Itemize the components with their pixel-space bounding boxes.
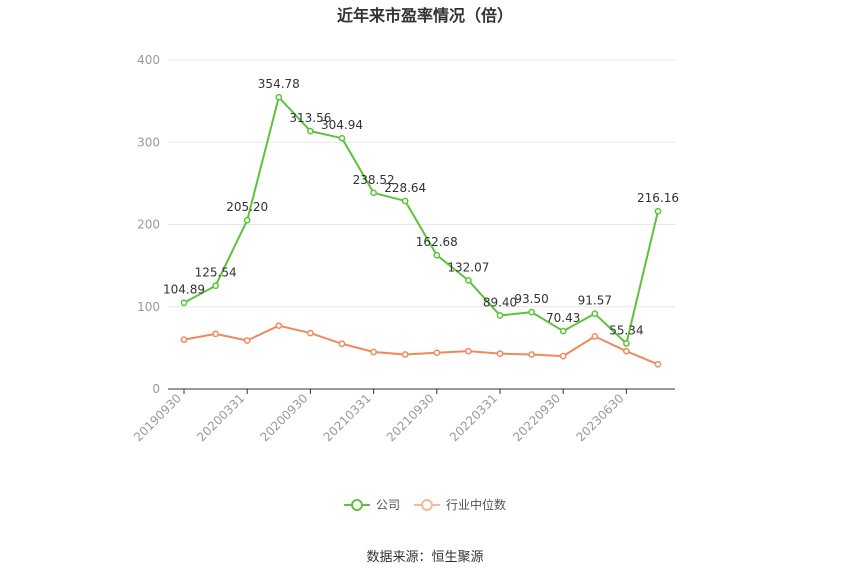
data-point (496, 350, 504, 357)
data-label: 205.20 (226, 200, 268, 214)
series-lines (180, 93, 662, 368)
data-point (591, 333, 599, 340)
grid-lines (168, 59, 675, 308)
chart-title: 近年来市盈率情况（倍） (336, 6, 513, 25)
series-line-0 (183, 96, 659, 345)
data-point (465, 277, 472, 284)
data-point (212, 282, 219, 290)
data-label: 125.54 (195, 266, 237, 280)
data-point (180, 299, 188, 307)
x-tick-label: 20190930 (131, 391, 184, 444)
data-point (401, 197, 409, 205)
data-point (528, 351, 535, 358)
x-tick-label: 20200930 (257, 391, 310, 444)
data-point (559, 327, 567, 335)
data-label: 216.16 (637, 191, 679, 205)
data-label: 70.43 (546, 311, 580, 325)
data-label: 89.40 (483, 295, 517, 309)
data-label: 162.68 (416, 235, 458, 249)
data-point (338, 134, 346, 142)
data-point (307, 329, 314, 337)
data-point (307, 127, 314, 135)
data-label: 132.07 (447, 260, 489, 274)
data-point (496, 312, 504, 319)
y-tick-label: 300 (137, 135, 160, 149)
legend-item-company[interactable]: 公司 (343, 496, 400, 513)
y-tick-label: 0 (152, 382, 160, 396)
data-point (243, 337, 251, 344)
y-tick-label: 400 (137, 53, 160, 67)
x-tick-label: 20210331 (321, 391, 374, 444)
data-point (528, 308, 535, 316)
data-point (559, 352, 567, 360)
data-point (623, 340, 630, 347)
data-label: 313.56 (289, 111, 331, 125)
data-label: 304.94 (321, 118, 363, 132)
data-label: 104.89 (163, 283, 205, 297)
data-point (275, 322, 283, 330)
legend-marker-company (343, 498, 370, 511)
data-label: 238.52 (353, 173, 395, 187)
data-point (338, 340, 346, 348)
data-point (591, 310, 599, 318)
data-label: 55.34 (609, 323, 643, 337)
data-point (275, 93, 283, 101)
data-point (401, 351, 409, 358)
data-point (180, 336, 188, 343)
data-point (243, 216, 251, 224)
x-tick-label: 20210930 (384, 391, 437, 444)
legend-label-company: 公司 (375, 498, 400, 512)
y-axis-ticks: 0 100 200 300 400 (137, 53, 160, 396)
data-point (433, 349, 441, 357)
y-tick-label: 200 (137, 218, 160, 232)
data-point (433, 251, 441, 259)
legend-item-industry[interactable]: 行业中位数 (414, 496, 506, 513)
legend-marker-industry (414, 498, 440, 511)
data-point (623, 347, 630, 355)
series-line-1 (183, 324, 659, 366)
data-point (212, 330, 219, 338)
data-label: 93.50 (514, 292, 548, 306)
legend: 公司 行业中位数 (0, 496, 850, 513)
data-source: 数据来源：恒生聚源 (366, 550, 484, 565)
data-point (370, 189, 377, 197)
x-tick-label: 20230630 (573, 391, 626, 444)
y-tick-label: 100 (137, 300, 160, 314)
data-point (465, 347, 472, 355)
x-tick-label: 20200331 (194, 391, 247, 444)
data-point (370, 348, 377, 356)
legend-label-industry: 行业中位数 (446, 498, 507, 512)
x-tick-label: 20220331 (447, 391, 500, 444)
data-label: 91.57 (578, 294, 612, 308)
data-point (654, 360, 662, 368)
x-axis: 20190930 20200331 20200930 20210331 20210930… (131, 388, 675, 444)
data-point (654, 207, 662, 215)
data-label: 228.64 (384, 181, 426, 195)
x-tick-label: 20220930 (510, 391, 563, 444)
data-label: 354.78 (258, 77, 300, 91)
